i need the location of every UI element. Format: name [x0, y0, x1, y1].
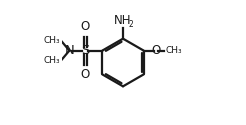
Text: CH₃: CH₃: [44, 56, 60, 65]
Text: O: O: [151, 44, 160, 57]
Text: CH₃: CH₃: [44, 36, 60, 45]
Text: 2: 2: [129, 20, 134, 29]
Text: CH₃: CH₃: [166, 46, 182, 55]
Text: NH: NH: [114, 14, 132, 27]
Text: N: N: [64, 44, 74, 57]
Text: S: S: [81, 44, 90, 57]
Text: O: O: [81, 20, 90, 33]
Text: O: O: [81, 68, 90, 81]
